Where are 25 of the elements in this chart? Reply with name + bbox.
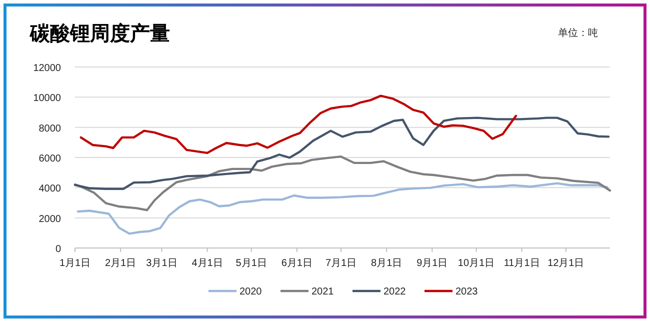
x-tick-label: 3月1日	[146, 258, 178, 269]
legend-label: 2022	[384, 286, 406, 298]
text: 单位：吨	[558, 27, 598, 39]
y-tick-label: 8000	[38, 123, 62, 134]
legend-label: 2020	[240, 286, 262, 298]
legend-label: 2023	[456, 286, 478, 298]
y-tick-label: 0	[55, 244, 62, 255]
x-tick-label: 2月1日	[105, 258, 136, 269]
x-tick-label: 7月1日	[325, 258, 357, 269]
x-tick-label: 4月1日	[192, 258, 223, 269]
y-tick-label: 6000	[38, 154, 62, 164]
x-tick-label: 10月1日	[458, 258, 495, 269]
x-tick-label: 9月1日	[416, 258, 448, 269]
x-tick-label: 12月1日	[548, 258, 584, 269]
legend-label: 2021	[312, 286, 334, 298]
x-tick-label: 1月1日	[59, 258, 91, 269]
x-tick-label: 5月1日	[236, 258, 267, 269]
chart-title: 碳酸锂周度产量	[29, 22, 170, 45]
y-tick-label: 12000	[33, 63, 62, 74]
y-tick-label: 2000	[38, 214, 62, 225]
x-tick-label: 11月1日	[504, 258, 540, 269]
y-tick-label: 4000	[38, 184, 62, 195]
x-tick-label: 8月1日	[371, 258, 402, 269]
y-tick-label: 10000	[33, 93, 62, 104]
x-tick-label: 6月1日	[281, 258, 312, 269]
